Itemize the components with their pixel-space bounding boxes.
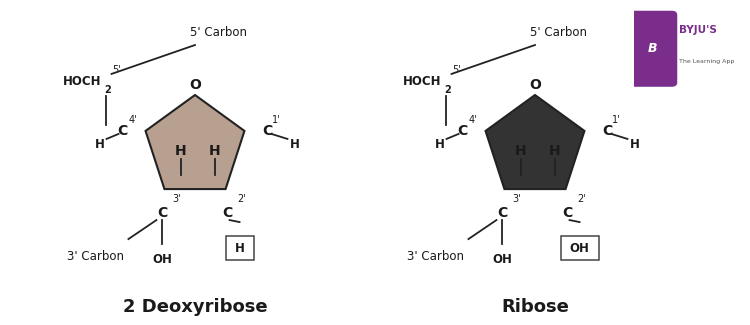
Text: C: C (602, 124, 613, 138)
Text: 3': 3' (172, 194, 181, 204)
Text: HOCH: HOCH (63, 75, 101, 88)
Text: H: H (94, 138, 104, 151)
Text: C: C (497, 206, 508, 220)
Text: B: B (648, 42, 658, 55)
Text: H: H (515, 144, 526, 158)
Text: 5' Carbon: 5' Carbon (530, 27, 586, 40)
Text: BYJU'S: BYJU'S (680, 25, 717, 35)
Text: The Learning App: The Learning App (680, 59, 735, 64)
Text: 5': 5' (112, 65, 121, 75)
Text: C: C (117, 124, 128, 138)
Text: 4': 4' (128, 115, 137, 125)
Text: 4': 4' (469, 115, 477, 125)
Text: 3': 3' (512, 194, 521, 204)
Text: O: O (529, 78, 541, 92)
Polygon shape (146, 95, 244, 189)
Text: H: H (434, 138, 445, 151)
Text: 2': 2' (578, 194, 586, 204)
Text: H: H (235, 241, 244, 254)
Text: 3' Carbon: 3' Carbon (67, 250, 124, 263)
Text: 1': 1' (272, 115, 280, 125)
Text: H: H (209, 144, 220, 158)
Polygon shape (485, 95, 584, 189)
Text: O: O (189, 78, 201, 92)
Text: H: H (629, 138, 640, 151)
Text: 2': 2' (238, 194, 246, 204)
Text: OH: OH (152, 253, 172, 266)
Text: 5': 5' (452, 65, 461, 75)
Text: 5' Carbon: 5' Carbon (190, 27, 247, 40)
FancyBboxPatch shape (560, 236, 598, 260)
Text: Ribose: Ribose (501, 298, 569, 316)
FancyBboxPatch shape (226, 236, 254, 260)
Text: OH: OH (570, 241, 590, 254)
Text: C: C (458, 124, 467, 138)
FancyBboxPatch shape (628, 11, 677, 87)
Text: C: C (262, 124, 273, 138)
Text: 3' Carbon: 3' Carbon (407, 250, 464, 263)
Text: 1': 1' (611, 115, 620, 125)
Text: H: H (549, 144, 561, 158)
Text: OH: OH (493, 253, 512, 266)
Text: C: C (158, 206, 167, 220)
Text: H: H (176, 144, 187, 158)
Text: 2: 2 (445, 85, 452, 95)
Text: HOCH: HOCH (403, 75, 442, 88)
Text: 2 Deoxyribose: 2 Deoxyribose (123, 298, 267, 316)
Text: 2: 2 (104, 85, 111, 95)
Text: C: C (562, 206, 573, 220)
Text: H: H (290, 138, 299, 151)
Text: C: C (223, 206, 232, 220)
